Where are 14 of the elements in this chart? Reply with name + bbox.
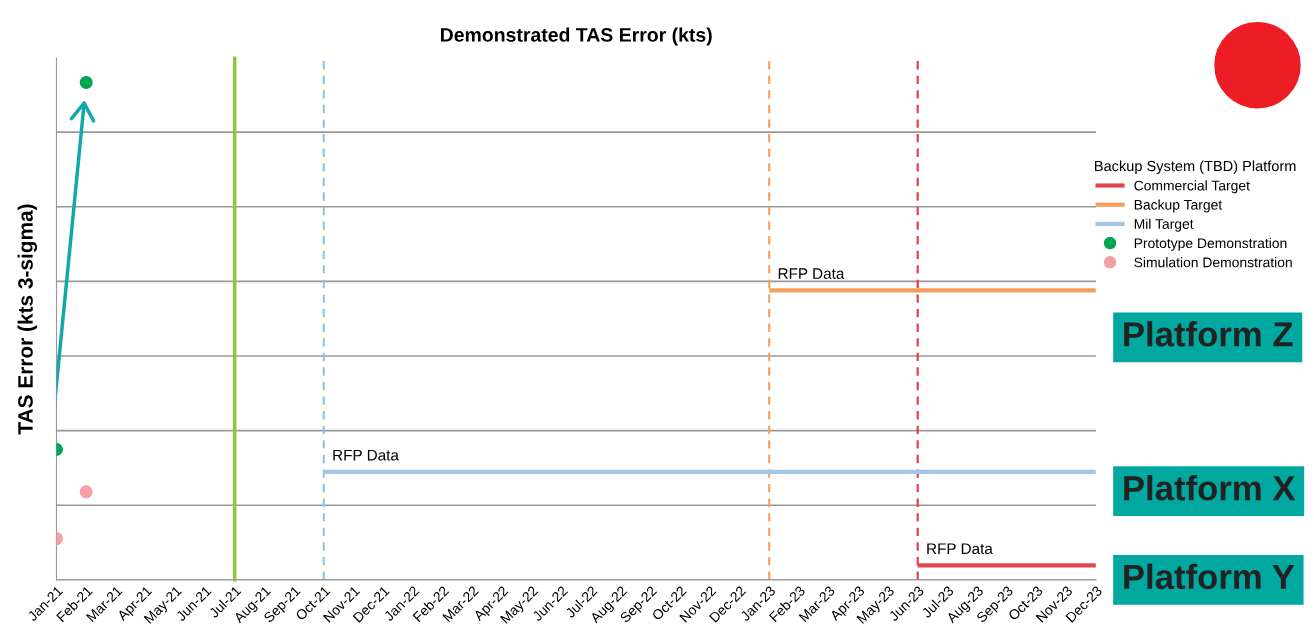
y-axis-title: TAS Error (kts 3-sigma)	[17, 204, 38, 435]
text: Platform Y	[1124, 563, 1295, 590]
legend-label: Simulation Demonstration	[1134, 257, 1292, 268]
chart-title: Demonstrated TAS Error (kts)	[440, 27, 712, 46]
legend-title: Backup System (TBD) Platform	[1095, 160, 1296, 175]
annotation: RFP Data	[778, 268, 845, 279]
annotation: RFP Data	[333, 449, 399, 461]
text: Platform X	[1124, 474, 1296, 501]
legend-label: Commercial Target	[1134, 180, 1250, 194]
legend-label: Prototype Demonstration	[1134, 237, 1287, 251]
annotation: RFP Data	[927, 543, 993, 555]
legend-label: Mil Target	[1134, 218, 1194, 232]
text: Platform Z	[1124, 321, 1293, 347]
legend-label: Backup Target	[1134, 199, 1223, 213]
